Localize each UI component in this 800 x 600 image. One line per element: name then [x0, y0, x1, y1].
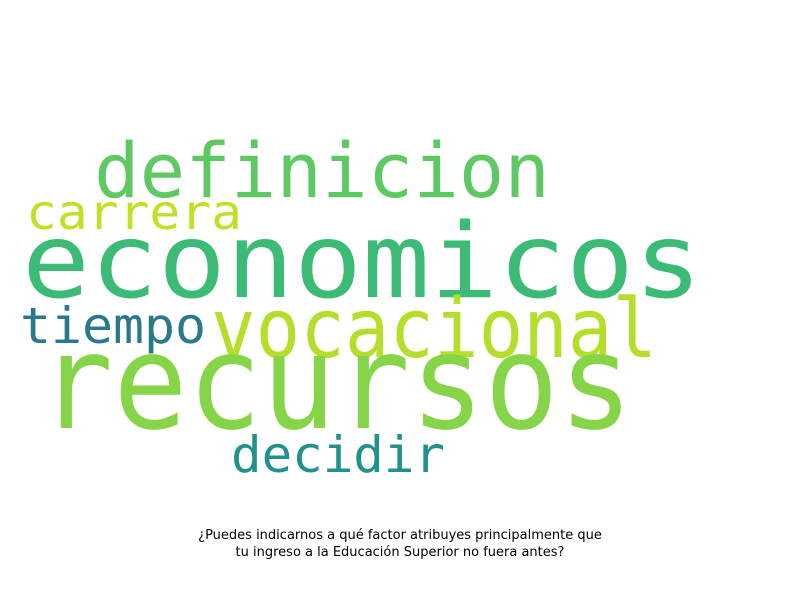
word-decidir: decidir	[231, 426, 445, 484]
word-recursos: recursos	[39, 306, 633, 460]
word-definicion: definicion	[94, 126, 550, 215]
caption-line-1: ¿Puedes indicarnos a qué factor atribuye…	[198, 528, 602, 543]
word-tiempo: tiempo	[20, 297, 206, 355]
figure-caption: ¿Puedes indicarnos a qué factor atribuye…	[0, 527, 800, 561]
word-vocacional: vocacional	[211, 282, 657, 377]
word-carrera: carrera	[26, 185, 242, 241]
word-economicos: economicos	[22, 202, 702, 322]
caption-line-2: tu ingreso a la Educación Superior no fu…	[235, 545, 565, 560]
